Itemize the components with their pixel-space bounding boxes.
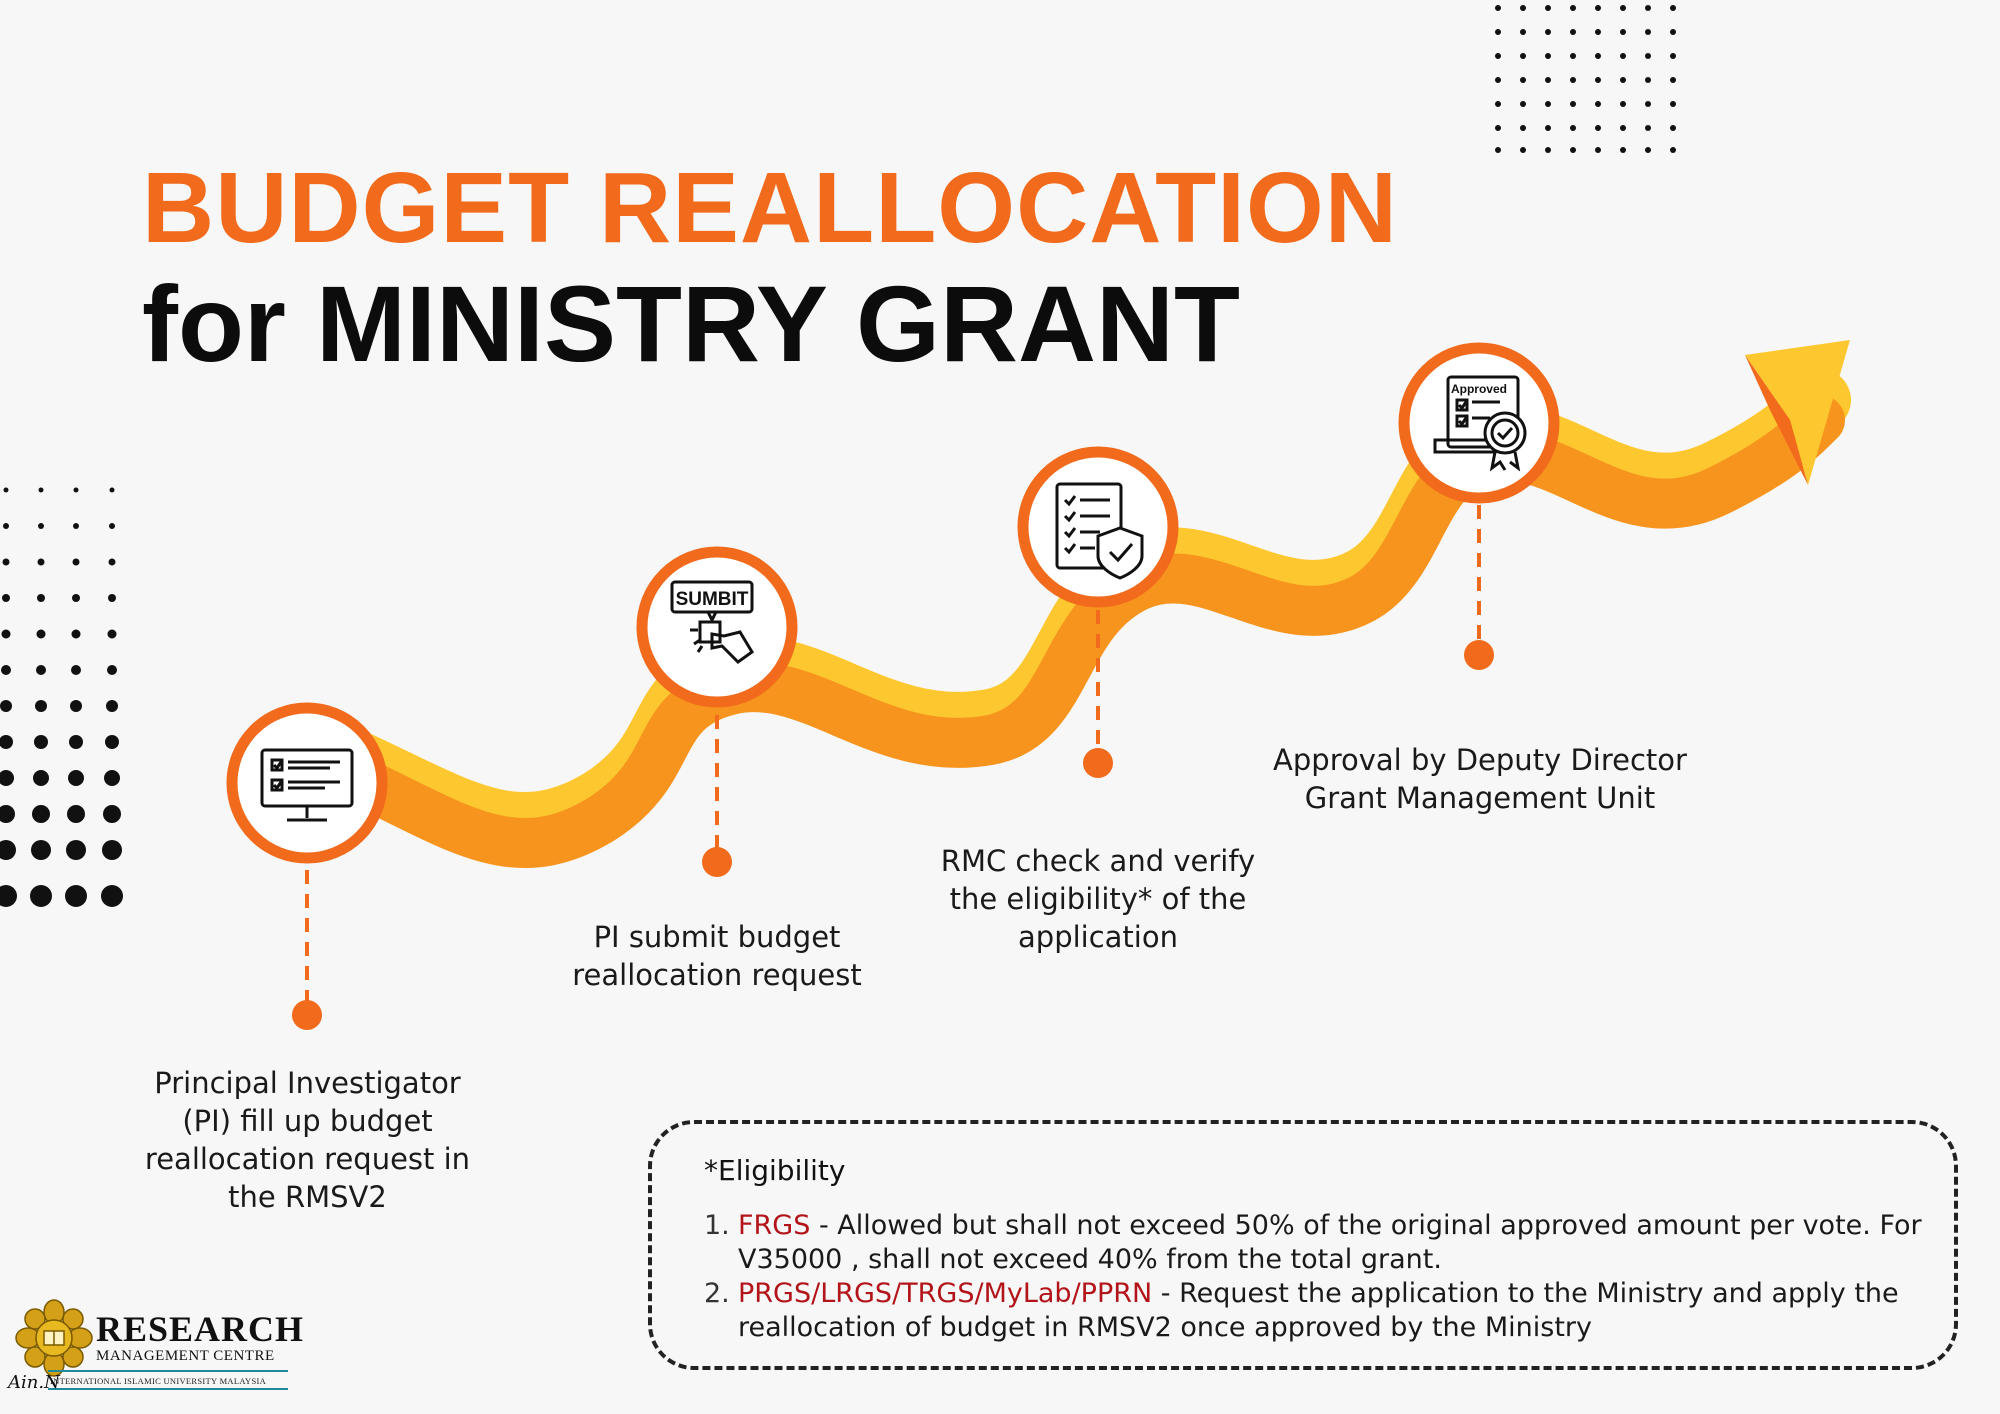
- logo-rule-top: [48, 1370, 288, 1372]
- approved-icon-label: Approved: [1451, 382, 1507, 396]
- eligibility-item-2-number: 2.: [704, 1278, 730, 1309]
- author-signature: Ain.N: [8, 1372, 60, 1393]
- wave-body: [275, 395, 1845, 868]
- step-2-circle: [636, 546, 798, 708]
- eligibility-heading: *Eligibility: [704, 1154, 846, 1187]
- checklist-shield-icon: [1055, 482, 1144, 580]
- title-line-2: for MINISTRY GRANT: [142, 263, 1240, 384]
- step-3-line-2: the eligibility* of the: [949, 882, 1247, 916]
- step-2-description: PI submit budget reallocation request: [537, 918, 897, 994]
- research-management-centre-logo: RESEARCH MANAGEMENT CENTRE INTERNATIONAL…: [14, 1298, 303, 1413]
- step-3-description: RMC check and verify the eligibility* of…: [908, 842, 1288, 956]
- logo-title: RESEARCH: [96, 1309, 305, 1349]
- step-1-line-1: Principal Investigator: [154, 1066, 461, 1100]
- eligibility-item-1: 1. FRGS - Allowed but shall not exceed 5…: [704, 1209, 1924, 1277]
- top-right-dot-pattern: [1495, 5, 1676, 153]
- step-2-line-2: reallocation request: [572, 958, 862, 992]
- eligibility-item-2: 2. PRGS/LRGS/TRGS/MyLab/PPRN - Request t…: [704, 1277, 1924, 1345]
- arrow-head-shade: [1745, 355, 1808, 485]
- step-4-line-2: Grant Management Unit: [1304, 781, 1656, 815]
- eligibility-item-2-code: PRGS/LRGS/TRGS/MyLab/PPRN: [738, 1278, 1153, 1309]
- approved-certificate-icon: [1433, 375, 1527, 472]
- logo-rule-bottom: [48, 1388, 288, 1390]
- eligibility-item-1-code: FRGS: [738, 1210, 811, 1241]
- submit-icon-label: SUMBIT: [676, 589, 749, 610]
- arrow-head: [1745, 340, 1850, 485]
- logo-university: INTERNATIONAL ISLAMIC UNIVERSITY MALAYSI…: [50, 1376, 267, 1386]
- university-emblem-icon: [15, 1299, 93, 1377]
- step-1-line-2: (PI) fill up budget: [182, 1104, 433, 1138]
- step-3-line-3: application: [1018, 920, 1178, 954]
- step-3-circle: [1017, 446, 1179, 608]
- step-1-dot: [292, 1000, 322, 1030]
- checklist-monitor-icon: [260, 748, 354, 822]
- step-1-line-3: reallocation request in: [144, 1142, 471, 1176]
- step-1-description: Principal Investigator (PI) fill up budg…: [110, 1064, 505, 1216]
- eligibility-item-1-number: 1.: [704, 1210, 730, 1241]
- step-4-description: Approval by Deputy Director Grant Manage…: [1240, 741, 1720, 817]
- step-4-line-1: Approval by Deputy Director: [1273, 743, 1687, 777]
- step-3-line-1: RMC check and verify: [940, 844, 1256, 878]
- step-3-dot: [1083, 748, 1113, 778]
- step-2-line-1: PI submit budget: [593, 920, 841, 954]
- title-line-1: BUDGET REALLOCATION: [142, 152, 1398, 264]
- step-4-dot: [1464, 640, 1494, 670]
- eligibility-item-1-text: - Allowed but shall not exceed 50% of th…: [738, 1210, 1922, 1275]
- submit-button-click-icon: [670, 580, 754, 664]
- eligibility-box: *Eligibility 1. FRGS - Allowed but shall…: [648, 1120, 1958, 1370]
- step-2-dot: [702, 847, 732, 877]
- eligibility-item-2-text: - Request the application to the Ministr…: [738, 1278, 1899, 1343]
- eligibility-list: 1. FRGS - Allowed but shall not exceed 5…: [704, 1209, 1924, 1345]
- logo-subtitle: MANAGEMENT CENTRE: [96, 1348, 275, 1364]
- left-dot-pattern: [0, 487, 123, 907]
- step-4-circle: [1398, 342, 1560, 504]
- step-1-line-4: the RMSV2: [228, 1180, 387, 1214]
